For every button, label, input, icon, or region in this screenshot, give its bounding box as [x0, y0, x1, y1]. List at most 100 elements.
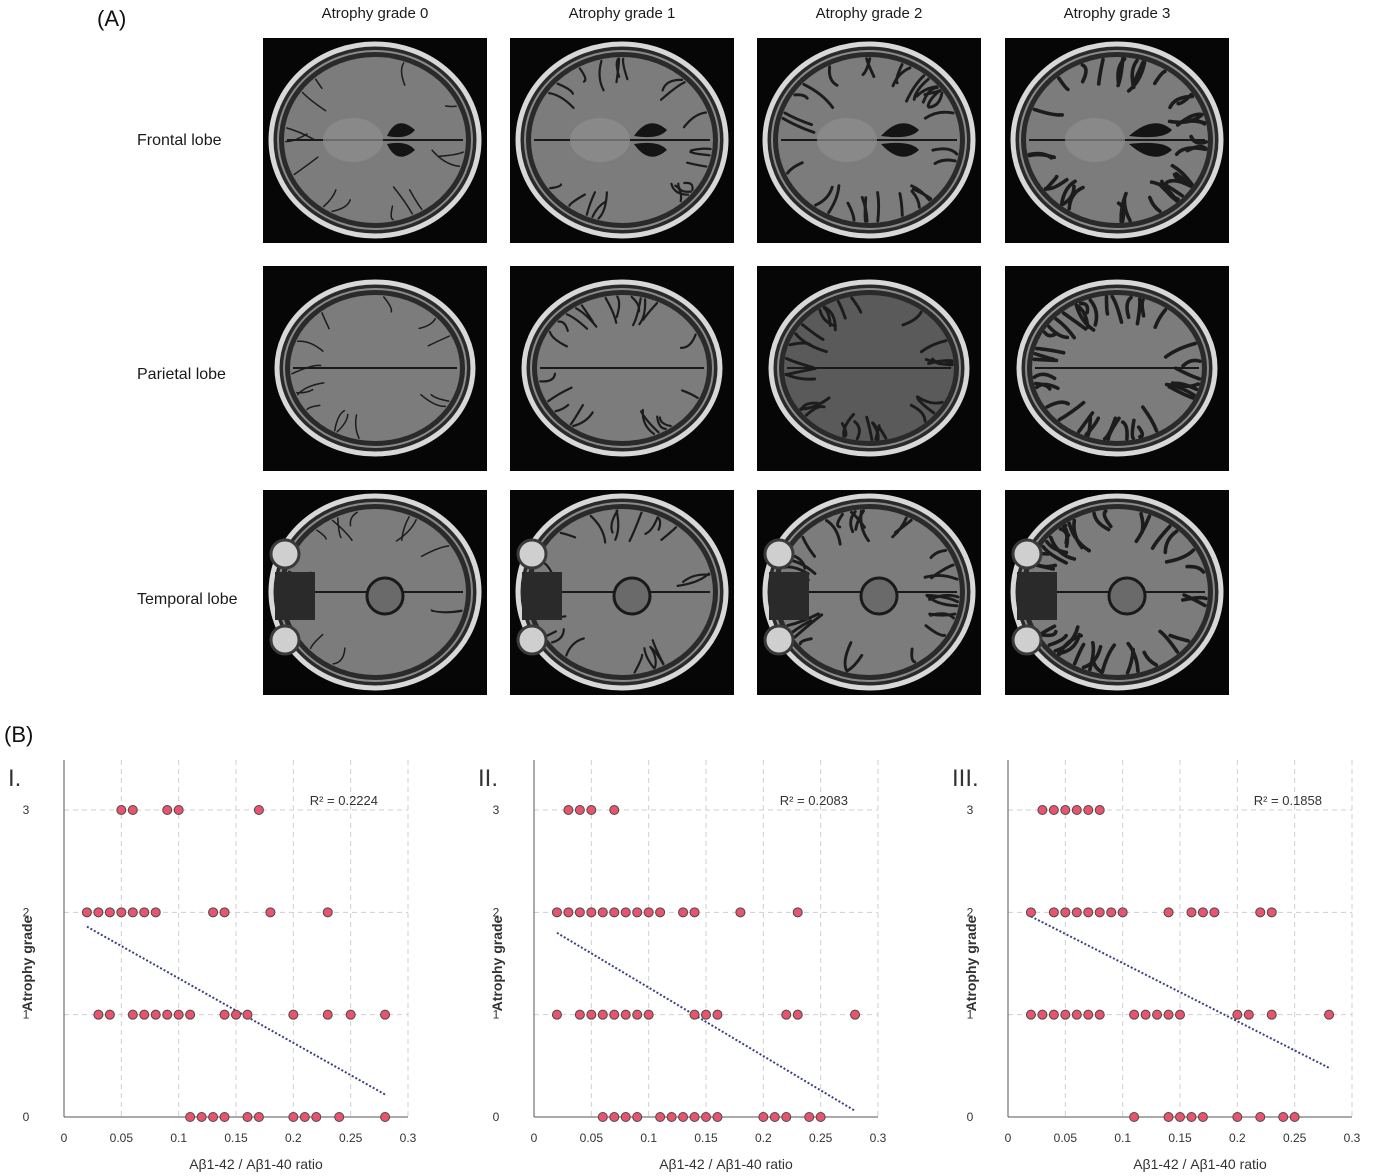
data-point: [1197, 907, 1208, 918]
data-point: [1175, 1009, 1185, 1020]
x-tick-label: 0.15: [224, 1131, 248, 1145]
data-point: [1129, 1112, 1140, 1122]
trend-line: [1030, 915, 1330, 1069]
data-point: [253, 1112, 264, 1122]
data-point: [231, 1009, 241, 1020]
data-point: [1071, 1009, 1082, 1020]
x-axis-label: Aβ1-42 / Aβ1-40 ratio: [659, 1156, 793, 1172]
data-point: [632, 907, 643, 918]
subpanel-label: I.: [8, 765, 21, 792]
data-point: [609, 805, 620, 815]
data-point: [689, 1112, 700, 1122]
mri-parietal-grade-1: [510, 266, 734, 471]
x-tick-label: 0.1: [640, 1131, 657, 1145]
data-point: [586, 907, 597, 918]
data-point: [299, 1112, 310, 1122]
x-tick-label: 0.15: [1168, 1131, 1192, 1145]
x-tick-label: 0.2: [755, 1131, 772, 1145]
trend-line: [556, 931, 856, 1112]
data-point: [380, 1112, 391, 1122]
data-point: [116, 907, 127, 918]
data-point: [116, 805, 127, 815]
data-point: [712, 1009, 723, 1020]
row-label-parietal: Parietal lobe: [137, 366, 226, 383]
panel-b-label: (B): [4, 722, 34, 747]
data-point: [1152, 1009, 1163, 1020]
data-point: [1025, 1009, 1036, 1020]
data-point: [792, 1009, 803, 1020]
data-point: [1140, 1009, 1151, 1020]
x-tick-label: 0.15: [694, 1131, 718, 1145]
y-tick-label: 1: [493, 1008, 500, 1022]
data-point: [1083, 1009, 1094, 1020]
data-point: [139, 907, 150, 918]
data-point: [563, 907, 574, 918]
data-point: [632, 1009, 643, 1020]
data-point: [288, 1009, 299, 1020]
data-point: [574, 805, 585, 815]
data-point: [1255, 907, 1266, 918]
mri-slice-graphic: [1010, 41, 1224, 239]
mri-slice-graphic: [268, 493, 482, 691]
data-point: [1186, 907, 1197, 918]
data-point: [1094, 805, 1105, 815]
r-squared-label: R² = 0.2083: [780, 793, 848, 808]
data-point: [701, 1009, 711, 1020]
data-point: [1048, 1009, 1059, 1020]
data-point: [1094, 907, 1105, 918]
x-tick-label: 0.05: [580, 1131, 604, 1145]
x-tick-label: 0.25: [339, 1131, 363, 1145]
data-point: [678, 907, 689, 918]
data-point: [792, 907, 803, 918]
scatter-svg: 0 0.05 0.1 0.15 0.2 0.25 0.3 0 1 2 3 Aβ1-42 / Aβ1-4…: [478, 760, 887, 1172]
data-point: [139, 1009, 150, 1020]
mri-slice-graphic: [515, 493, 729, 691]
mri-slice-graphic: [1016, 279, 1218, 457]
y-tick-label: 0: [967, 1110, 974, 1124]
data-point: [632, 1112, 643, 1122]
column-header-grade-1: Atrophy grade 1: [568, 5, 676, 22]
data-point: [127, 907, 138, 918]
data-point: [1060, 907, 1071, 918]
x-tick-label: 0: [61, 1131, 68, 1145]
data-point: [208, 1112, 219, 1122]
mri-slice-graphic: [515, 41, 729, 239]
data-point: [735, 907, 746, 918]
data-point: [265, 907, 276, 918]
subpanel-label: II.: [478, 765, 498, 792]
y-tick-label: 3: [23, 803, 30, 817]
mri-slice-graphic: [1010, 493, 1224, 691]
x-axis-label: Aβ1-42 / Aβ1-40 ratio: [189, 1156, 323, 1172]
data-point: [1175, 1112, 1185, 1122]
data-point: [1117, 907, 1128, 918]
data-point: [104, 1009, 115, 1020]
mri-slice-graphic: [521, 279, 723, 457]
y-tick-label: 0: [23, 1110, 30, 1124]
scatter-svg: 0 0.05 0.1 0.15 0.2 0.25 0.3 0 1 2 3 Aβ1-42 / Aβ1-4…: [8, 760, 417, 1172]
data-point: [162, 1009, 173, 1020]
data-point: [1324, 1009, 1335, 1020]
data-point: [1037, 1009, 1048, 1020]
mri-slice-graphic: [768, 279, 970, 457]
data-point: [1094, 1009, 1105, 1020]
mri-temporal-grade-3: [1005, 490, 1229, 695]
data-point: [1255, 1112, 1266, 1122]
y-axis-label: Atrophy grade: [963, 915, 979, 1011]
data-point: [758, 1112, 769, 1122]
y-tick-label: 3: [493, 803, 500, 817]
data-point: [1232, 1112, 1243, 1122]
data-point: [609, 1112, 620, 1122]
y-axis-label: Atrophy grade: [489, 915, 505, 1011]
x-tick-label: 0.1: [1114, 1131, 1131, 1145]
scatter-plot-i: 0 0.05 0.1 0.15 0.2 0.25 0.3 0 1 2 3 Aβ1-42 / Aβ1-4…: [0, 750, 440, 1176]
data-point: [563, 805, 574, 815]
data-point: [1083, 805, 1094, 815]
y-tick-label: 2: [23, 905, 30, 919]
x-tick-label: 0.2: [285, 1131, 302, 1145]
subpanel-label: III.: [952, 765, 979, 792]
mri-slice-graphic: [274, 279, 476, 457]
data-point: [1083, 907, 1094, 918]
data-point: [781, 1112, 792, 1122]
data-point: [1071, 805, 1082, 815]
data-point: [689, 907, 700, 918]
